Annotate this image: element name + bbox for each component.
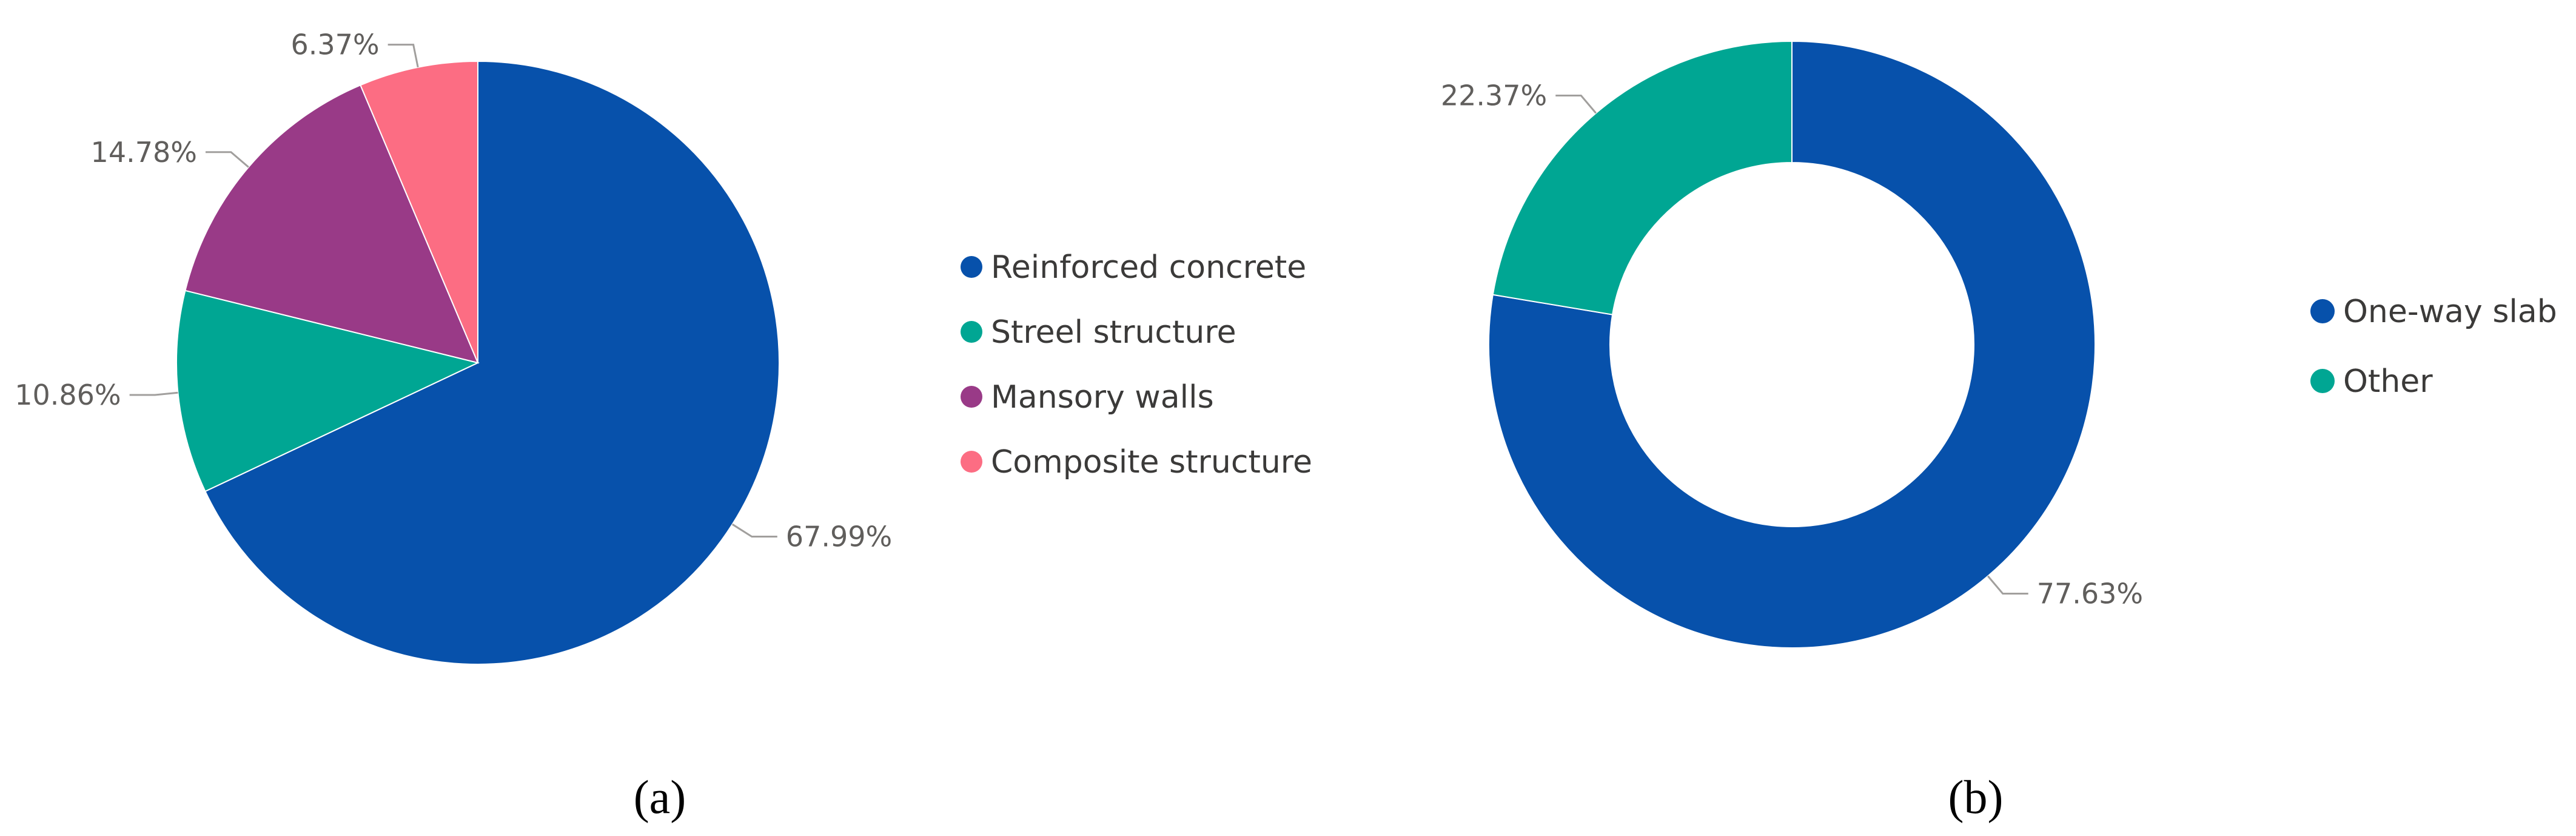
legend-marker-reinforced-concrete bbox=[961, 256, 982, 278]
legend-marker-composite-structure bbox=[961, 451, 982, 473]
slice-reinforced-concrete bbox=[204, 60, 780, 665]
slice-other bbox=[1492, 40, 1793, 315]
donut-chart-b: 77.63% 22.37% bbox=[1441, 40, 2143, 649]
legend-label-composite-structure: Composite structure bbox=[991, 444, 1312, 480]
legend-a: Reinforced concrete Streel structure Manso… bbox=[961, 249, 1312, 480]
legend-marker-mansory-walls bbox=[961, 386, 982, 408]
data-label-reinforced-concrete: 67.99% bbox=[786, 521, 892, 553]
data-label-streel-structure: 10.86% bbox=[15, 379, 121, 411]
slice-mansory-walls bbox=[184, 84, 479, 364]
caption-a: (a) bbox=[634, 770, 686, 823]
legend-label-streel-structure: Streel structure bbox=[991, 314, 1236, 351]
legend-label-other: Other bbox=[2343, 363, 2433, 400]
legend-label-reinforced-concrete: Reinforced concrete bbox=[991, 249, 1306, 286]
legend-label-mansory-walls: Mansory walls bbox=[991, 379, 1214, 416]
legend-marker-streel-structure bbox=[961, 321, 982, 343]
legend-marker-other bbox=[2310, 369, 2335, 393]
slice-one-way-slab bbox=[1488, 40, 2096, 649]
leader-line-reinforced-concrete bbox=[731, 523, 777, 538]
data-label-other: 22.37% bbox=[1441, 79, 1547, 112]
legend-b: One-way slab Other bbox=[2310, 294, 2557, 400]
slice-streel-structure bbox=[176, 289, 480, 493]
data-label-mansory-walls: 14.78% bbox=[91, 136, 197, 169]
legend-item-streel-structure: Streel structure bbox=[961, 314, 1236, 351]
legend-item-other: Other bbox=[2310, 363, 2433, 400]
leader-line-one-way-slab bbox=[1987, 575, 2028, 595]
leader-line-composite-structure bbox=[387, 44, 419, 68]
leader-line-mansory-walls bbox=[205, 151, 249, 168]
legend-item-reinforced-concrete: Reinforced concrete bbox=[961, 249, 1306, 286]
legend-marker-one-way-slab bbox=[2310, 299, 2335, 323]
leader-line-other bbox=[1555, 94, 1597, 114]
legend-item-one-way-slab: One-way slab bbox=[2310, 294, 2557, 330]
caption-b: (b) bbox=[1948, 770, 2004, 823]
legend-item-mansory-walls: Mansory walls bbox=[961, 379, 1214, 416]
pie-chart-a: 67.99% 10.86% 14.78% 6.37% bbox=[15, 29, 892, 665]
leader-line-streel-structure bbox=[129, 391, 178, 396]
data-label-one-way-slab: 77.63% bbox=[2037, 578, 2143, 610]
legend-item-composite-structure: Composite structure bbox=[961, 444, 1312, 480]
legend-label-one-way-slab: One-way slab bbox=[2343, 294, 2557, 330]
slice-composite-structure bbox=[360, 60, 478, 363]
data-label-composite-structure: 6.37% bbox=[291, 29, 380, 61]
